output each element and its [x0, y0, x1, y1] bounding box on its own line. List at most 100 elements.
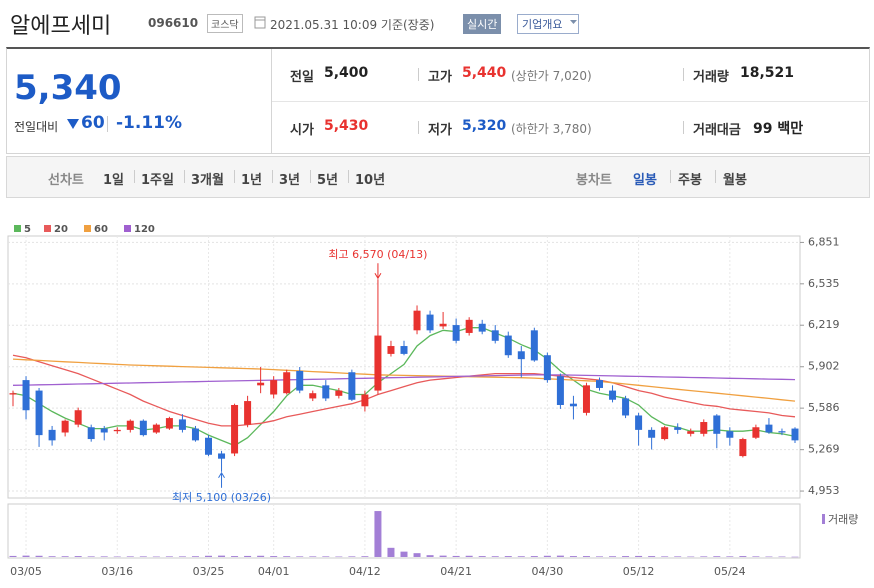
volume-bar [726, 556, 734, 557]
ma-line [12, 354, 796, 427]
divider [272, 101, 868, 102]
annotation-arrowhead [374, 272, 382, 280]
field-value: 5,440 [462, 65, 507, 81]
x-tick-label: 03/16 [101, 565, 133, 578]
candle-body [713, 415, 721, 434]
candle-body [661, 427, 669, 440]
x-tick-label: 03/05 [10, 565, 42, 578]
volume-bar [309, 556, 317, 557]
candle-body [126, 420, 134, 430]
candle-body [752, 427, 760, 438]
divider [272, 170, 273, 183]
x-tick-label: 05/24 [714, 565, 746, 578]
field-value: 5,400 [324, 65, 369, 81]
period-tab[interactable]: 월봉 [723, 173, 747, 188]
volume-bar [426, 555, 434, 557]
volume-bar [713, 556, 721, 557]
volume-bar [648, 556, 656, 557]
candle-body [635, 415, 643, 430]
period-tab[interactable]: 5년 [317, 173, 339, 188]
period-tab[interactable]: 1일 [103, 173, 125, 188]
candle-body [257, 382, 265, 386]
candle-body [582, 385, 590, 413]
legend-label: 20 [54, 224, 68, 235]
y-tick-label: 4,953 [808, 484, 840, 497]
tab-title: 봉차트 [576, 173, 612, 188]
period-tab[interactable]: 3년 [279, 173, 301, 188]
period-tab[interactable]: 1주일 [141, 173, 174, 188]
candle-body [452, 325, 460, 341]
field-label: 고가 [428, 70, 452, 85]
volume-bar [752, 556, 760, 557]
candle-body [609, 390, 617, 400]
volume-bar [478, 556, 486, 557]
candle-body [439, 323, 447, 327]
candle-body [218, 453, 226, 459]
field-label: 저가 [428, 123, 452, 138]
volume-bar [244, 555, 252, 557]
legend-swatch [44, 225, 51, 232]
volume-bar [283, 556, 291, 557]
volume-bar [191, 556, 199, 557]
volume-bar [582, 556, 590, 557]
volume-bar [322, 556, 330, 557]
tab-bar [6, 156, 870, 198]
company-button[interactable]: 기업개요 [517, 14, 580, 34]
legend-swatch [84, 225, 91, 232]
legend-label: 5 [24, 224, 31, 235]
divider [234, 170, 235, 183]
annotation-arrowhead [218, 471, 225, 479]
field-note: (상한가 7,020) [511, 69, 592, 83]
period-tab[interactable]: 일봉 [633, 173, 657, 188]
volume-bar [556, 555, 564, 557]
x-tick-label: 05/12 [623, 565, 655, 578]
candle-body [74, 410, 82, 425]
field-value: 99 백만 [753, 121, 804, 137]
x-tick-label: 04/12 [349, 565, 381, 578]
volume-bar [296, 556, 304, 557]
candle-body [778, 431, 786, 433]
y-tick-label: 5,269 [808, 443, 840, 456]
change-amount: 60 [81, 113, 105, 133]
divider [715, 170, 716, 183]
candle-body [765, 424, 773, 433]
y-tick-label: 6,219 [808, 318, 840, 331]
volume-bar [348, 556, 356, 557]
candle-body [791, 428, 799, 441]
volume-bar [765, 556, 773, 558]
volume-bar [491, 556, 499, 557]
y-tick-label: 5,902 [808, 360, 840, 373]
candle-body [543, 355, 551, 381]
period-tab[interactable]: 10년 [355, 173, 386, 188]
field-value: 5,430 [324, 118, 369, 134]
period-tab[interactable]: 3개월 [191, 173, 224, 188]
candle-body [48, 429, 56, 441]
volume-bar [569, 556, 577, 557]
summary-box [6, 47, 870, 154]
candle-body [283, 372, 291, 394]
period-tab[interactable]: 1년 [241, 173, 263, 188]
candle-body [596, 380, 603, 388]
field-label: 거래대금 [693, 123, 741, 138]
candle-body [22, 380, 30, 411]
period-tab[interactable]: 주봉 [678, 173, 702, 188]
volume-bar [205, 555, 212, 557]
high-annotation: 최고 6,570 (04/13) [328, 248, 427, 261]
down-triangle [67, 119, 79, 129]
volume-bar [400, 551, 408, 557]
volume-bar [674, 556, 682, 557]
candle-body [739, 439, 747, 457]
realtime-button[interactable]: 실시간 [463, 14, 502, 34]
candle-body [9, 393, 17, 395]
candle-body [165, 418, 173, 429]
divider [271, 49, 272, 153]
candle-body [205, 437, 212, 455]
field-note: (하한가 3,780) [511, 122, 592, 136]
candle-body [87, 427, 95, 440]
candle-body [348, 372, 356, 400]
market-badge: 코스닥 [207, 14, 243, 33]
volume-bar [257, 555, 265, 557]
volume-bar [530, 556, 538, 557]
volume-bar [687, 556, 695, 558]
